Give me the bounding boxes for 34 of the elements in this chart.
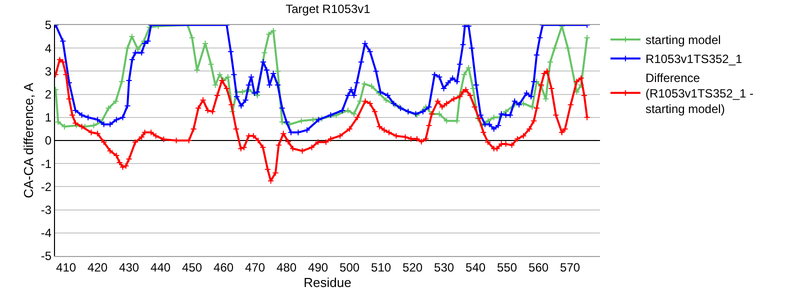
y-axis-title: CA-CA difference, A <box>20 82 36 198</box>
y-tick-label: -1 <box>40 156 52 171</box>
legend-label: starting model <box>645 33 721 48</box>
x-tick-label: 470 <box>245 260 266 274</box>
x-tick-label: 440 <box>150 260 171 274</box>
y-tick-label: 5 <box>44 18 52 32</box>
x-axis-title: Residue <box>304 275 352 290</box>
y-tick-label: 3 <box>44 64 52 78</box>
y-tick-label: 1 <box>44 110 52 125</box>
x-tick-label: 420 <box>88 260 108 274</box>
x-tick-label: 480 <box>276 260 297 274</box>
x-tick-label: 510 <box>371 260 392 274</box>
y-tick-label: -5 <box>40 249 52 264</box>
x-tick-label: 540 <box>466 260 486 274</box>
x-tick-label: 460 <box>214 260 234 274</box>
y-tick-label: 0 <box>44 134 52 148</box>
x-tick-label: 410 <box>56 260 76 274</box>
y-tick-label: -2 <box>40 180 52 194</box>
y-tick-label: -3 <box>40 203 52 217</box>
legend-label: Difference (R1053v1TS352_1 - starting model) <box>645 70 754 116</box>
x-tick-label: 490 <box>308 260 328 274</box>
y-tick-label: -4 <box>40 226 52 240</box>
y-tick-label: 2 <box>44 88 52 102</box>
x-tick-label: 550 <box>497 260 518 274</box>
x-tick-label: 520 <box>402 260 423 274</box>
x-tick-label: 570 <box>560 260 580 274</box>
x-tick-label: 500 <box>340 260 360 274</box>
x-tick-label: 530 <box>434 260 454 274</box>
y-tick-label: 4 <box>44 41 52 56</box>
chart-title: Target R1053v1 <box>286 2 371 16</box>
x-tick-label: 450 <box>182 260 202 274</box>
legend-label: R1053v1TS352_1 <box>645 52 743 66</box>
x-tick-label: 430 <box>119 260 140 274</box>
x-tick-label: 560 <box>528 260 549 274</box>
